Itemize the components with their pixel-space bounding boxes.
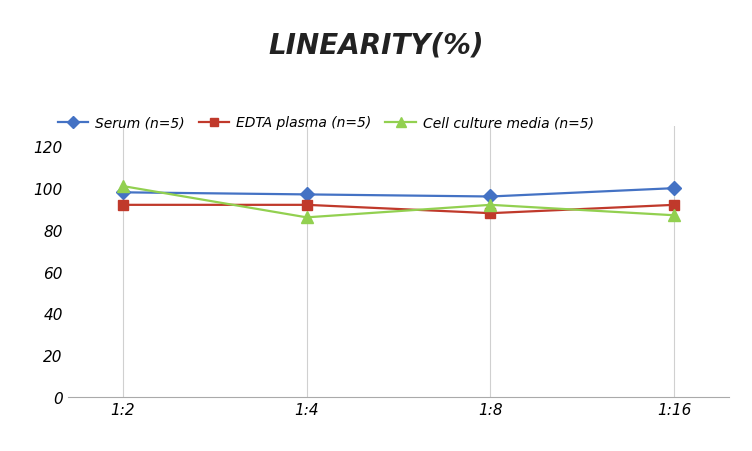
Serum (n=5) <box>118 190 127 196</box>
Serum (n=5) <box>302 192 311 198</box>
EDTA plasma (n=5) <box>118 202 127 208</box>
Line: EDTA plasma (n=5): EDTA plasma (n=5) <box>118 201 679 219</box>
Line: Serum (n=5): Serum (n=5) <box>118 184 679 202</box>
Cell culture media (n=5) <box>486 202 495 208</box>
Text: LINEARITY(%): LINEARITY(%) <box>268 32 484 60</box>
Line: Cell culture media (n=5): Cell culture media (n=5) <box>117 181 680 223</box>
Serum (n=5) <box>486 194 495 200</box>
Cell culture media (n=5) <box>302 215 311 221</box>
Serum (n=5) <box>670 186 679 191</box>
EDTA plasma (n=5) <box>670 202 679 208</box>
EDTA plasma (n=5) <box>486 211 495 216</box>
Legend: Serum (n=5), EDTA plasma (n=5), Cell culture media (n=5): Serum (n=5), EDTA plasma (n=5), Cell cul… <box>52 110 599 136</box>
Cell culture media (n=5) <box>670 213 679 218</box>
Cell culture media (n=5) <box>118 184 127 189</box>
EDTA plasma (n=5) <box>302 202 311 208</box>
